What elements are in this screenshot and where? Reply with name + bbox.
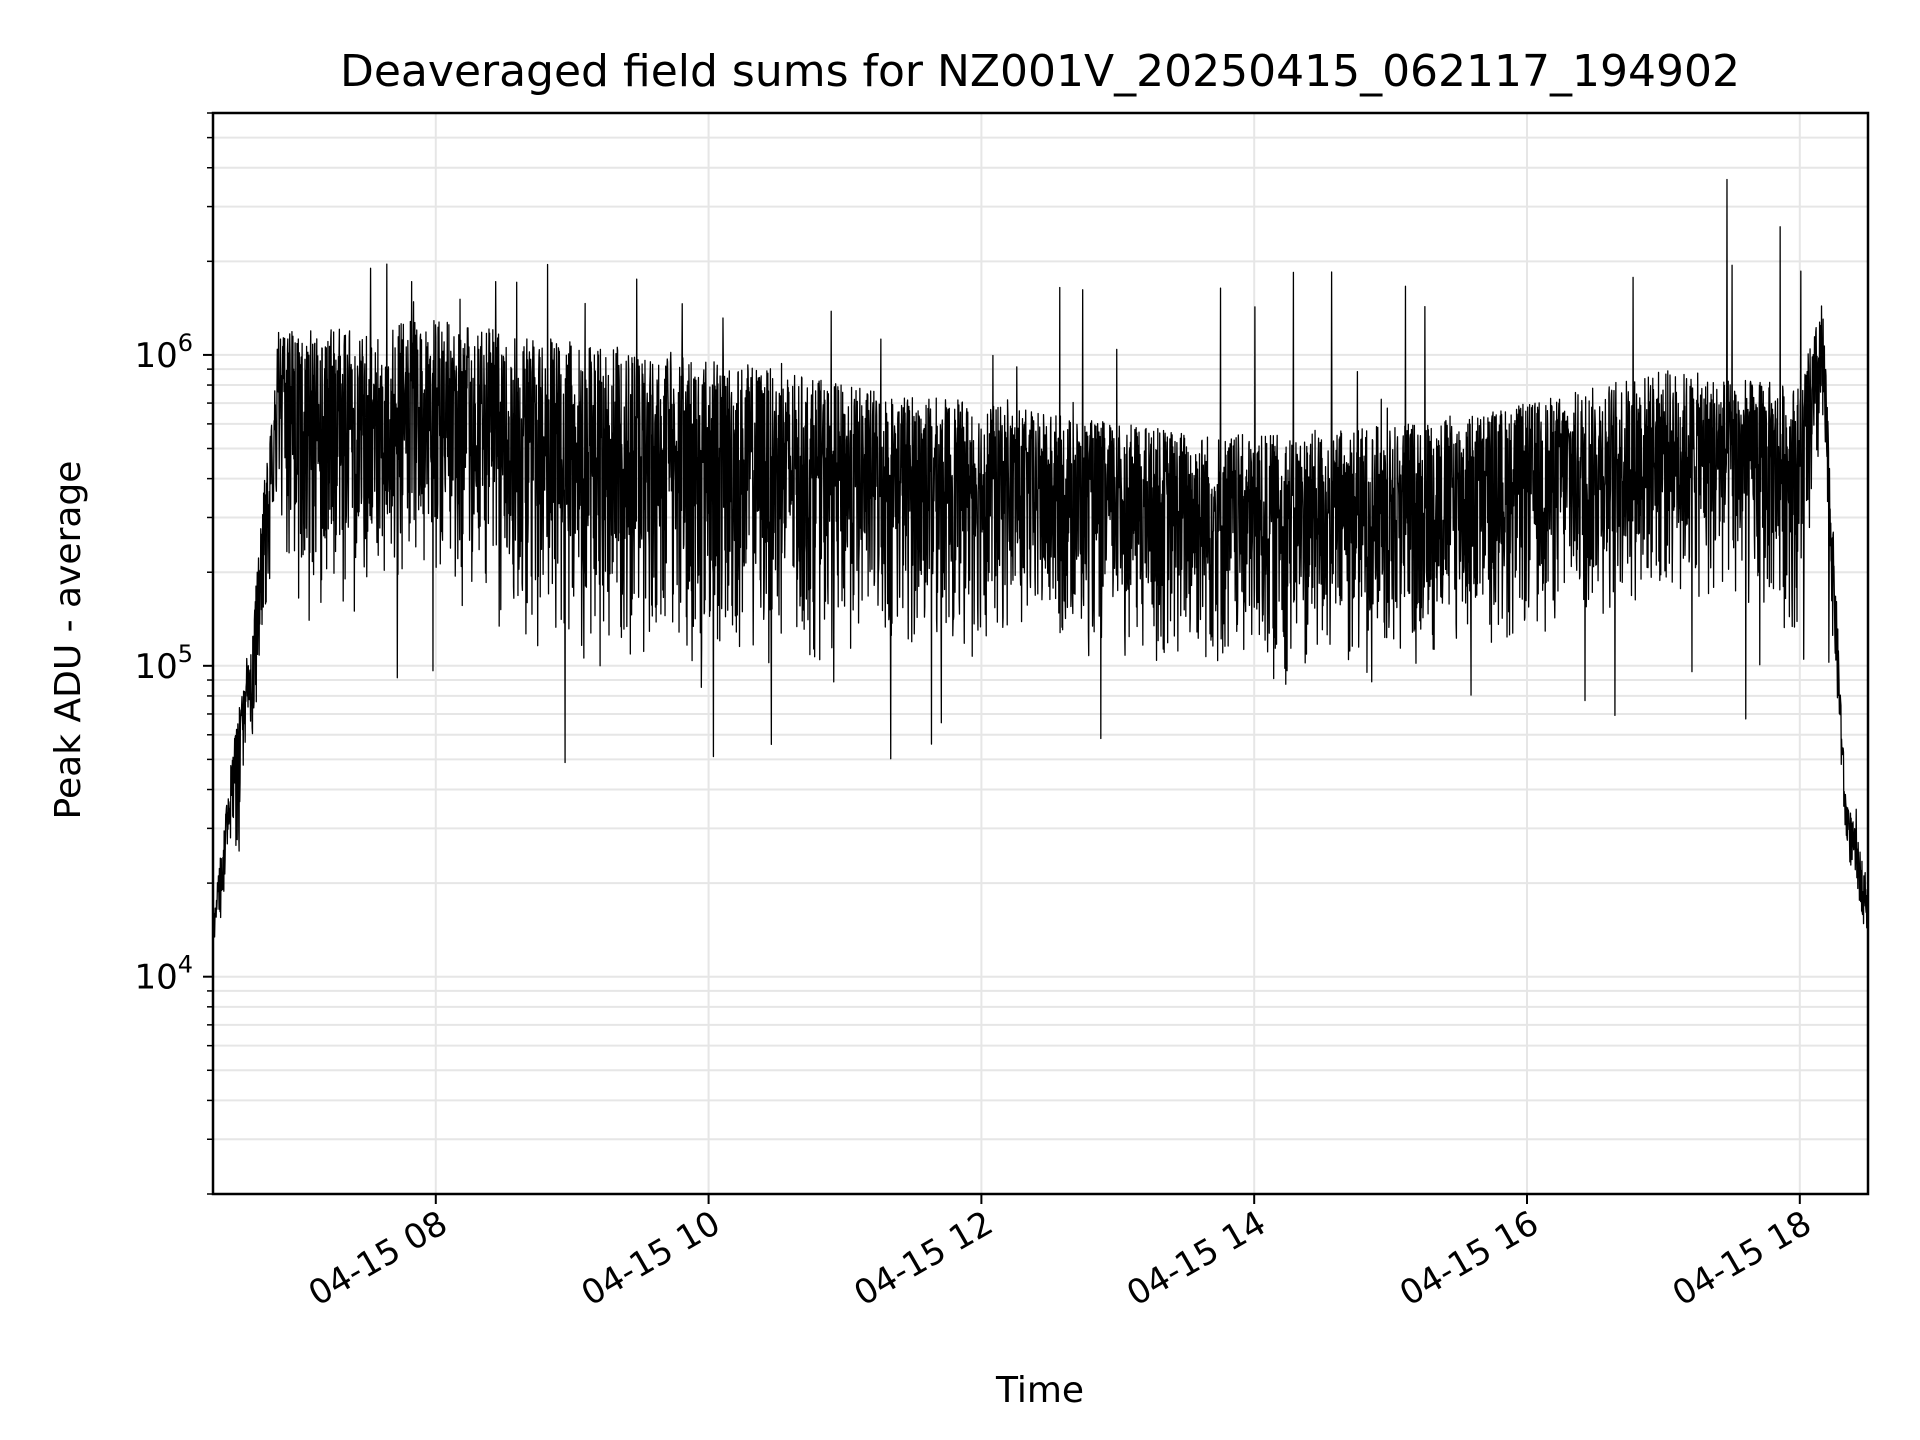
x-axis: 04-15 08 04-15 10 04-15 12 04-15 14 04-15 16… xyxy=(302,1194,1818,1314)
plot-frame xyxy=(211,111,1870,1196)
x-tick-label: 04-15 08 xyxy=(302,1203,454,1314)
x-tick-label: 04-15 10 xyxy=(575,1203,727,1314)
y-tick-label: 104 xyxy=(134,951,193,998)
series-line xyxy=(212,178,1869,939)
x-tick-label: 04-15 14 xyxy=(1120,1203,1272,1314)
grid xyxy=(213,112,1868,1195)
y-tick-label: 105 xyxy=(134,640,193,687)
x-axis-label: Time xyxy=(995,1370,1084,1411)
y-axis: 104 105 106 xyxy=(134,112,213,1195)
x-tick-label: 04-15 12 xyxy=(847,1203,999,1314)
chart-title: Deaveraged field sums for NZ001V_2025041… xyxy=(340,46,1740,97)
y-tick-label: 106 xyxy=(134,329,193,376)
x-tick-label: 04-15 16 xyxy=(1393,1203,1545,1314)
x-tick-label: 04-15 18 xyxy=(1666,1203,1818,1314)
y-axis-label: Peak ADU - average xyxy=(48,461,89,820)
